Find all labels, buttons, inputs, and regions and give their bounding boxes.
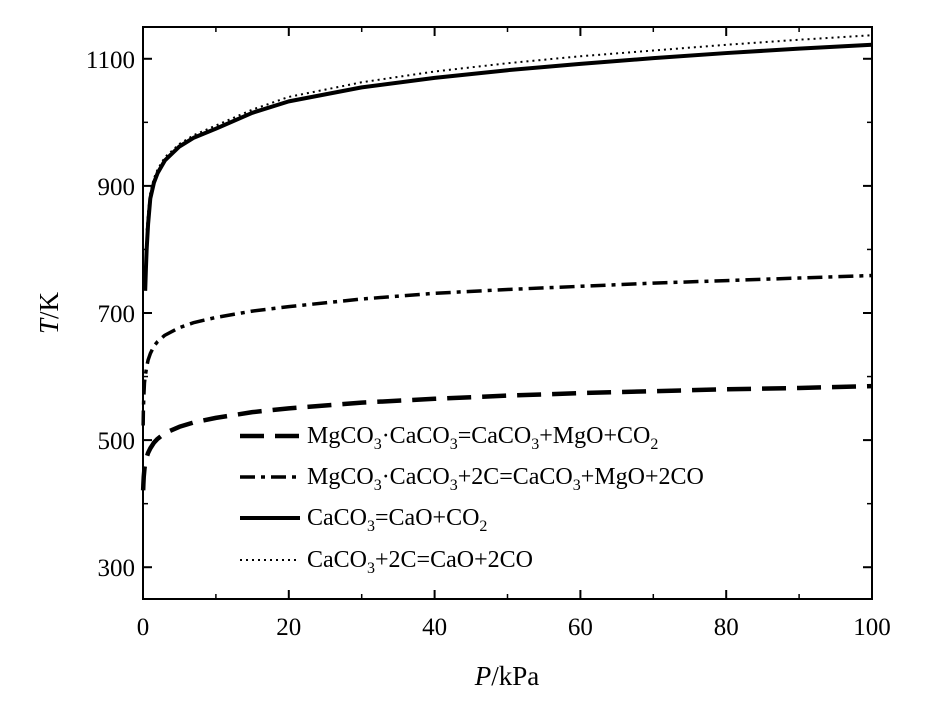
tick-labels: 0 20 40 60 80 100 300 500 700 900 1100: [86, 47, 891, 641]
legend-label-s1: MgCO3·CaCO3=CaCO3+MgO+CO2: [307, 423, 658, 453]
y-tick-label: 1100: [86, 47, 135, 74]
x-tick-label: 40: [422, 614, 447, 641]
legend: MgCO3·CaCO3=CaCO3+MgO+CO2 MgCO3·CaCO3+2C=…: [240, 423, 704, 577]
x-tick-label: 0: [137, 614, 150, 641]
y-axis-title: T/K: [34, 291, 64, 334]
x-tick-label: 60: [568, 614, 593, 641]
y-tick-label: 700: [98, 301, 136, 328]
x-axis-title: P/kPa: [474, 661, 540, 691]
y-tick-label: 900: [98, 174, 136, 201]
y-tick-label: 300: [98, 555, 136, 582]
legend-label-s2: MgCO3·CaCO3+2C=CaCO3+MgO+2CO: [307, 464, 704, 494]
axis-ticks: [142, 27, 873, 599]
y-tick-label: 500: [98, 428, 136, 455]
x-tick-label: 80: [714, 614, 739, 641]
series-line-s1: [140, 383, 873, 491]
legend-label-s3: CaCO3=CaO+CO2: [307, 505, 487, 535]
series-line-s3: [143, 42, 873, 291]
series-line-s2: [141, 273, 873, 426]
series-lines: [140, 34, 873, 491]
series-line-s4: [145, 34, 873, 231]
legend-label-s4: CaCO3+2C=CaO+2CO: [307, 547, 533, 577]
x-tick-label: 20: [276, 614, 301, 641]
x-tick-label: 100: [853, 614, 891, 641]
